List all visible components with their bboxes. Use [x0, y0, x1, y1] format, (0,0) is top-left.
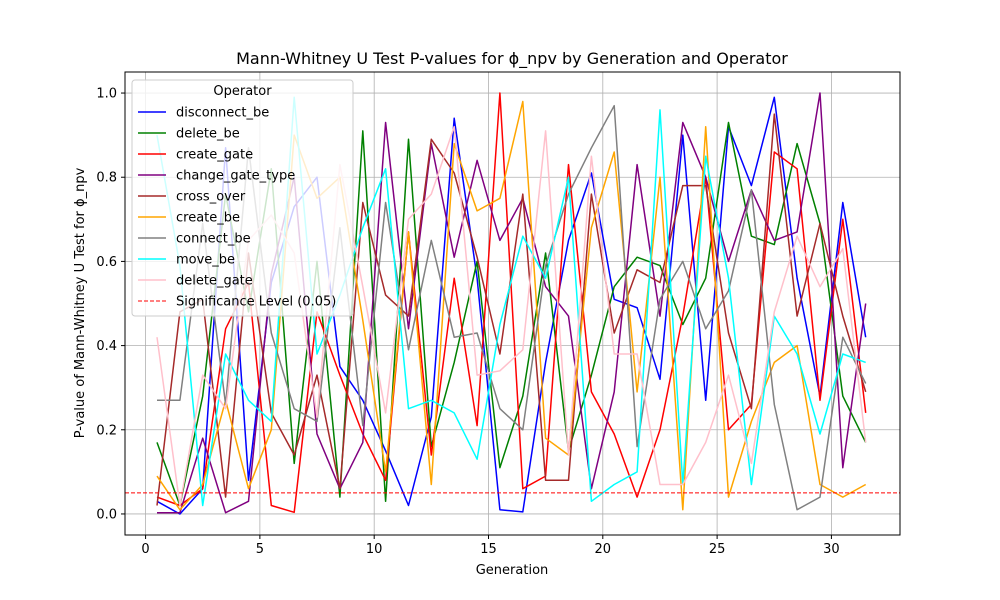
series-line-create-be [156, 100, 867, 511]
x-tick-label: 25 [709, 542, 726, 557]
series-line-connect-be [157, 104, 867, 511]
y-tick-label: 0.0 [96, 507, 117, 522]
y-tick-label: 0.6 [96, 255, 117, 270]
y-tick-label: 0.2 [96, 423, 117, 438]
y-tick-label: 1.0 [96, 87, 117, 102]
legend-label: cross_over [176, 190, 246, 205]
chart-title: Mann-Whitney U Test P-values for ϕ_npv b… [236, 49, 788, 69]
legend-label: change_gate_type [176, 169, 295, 184]
series-line-create-gate [156, 92, 867, 514]
x-tick-label: 10 [366, 542, 383, 557]
legend-label: delete_be [176, 127, 240, 142]
x-tick-label: 0 [141, 542, 149, 557]
legend-box [131, 79, 354, 317]
legend: Operator disconnect_be delete_be create_gat… [131, 79, 354, 317]
legend-label: create_gate [176, 148, 253, 163]
x-tick-label: 30 [823, 542, 840, 557]
legend-label: delete_gate [176, 274, 253, 289]
series-lines [156, 92, 867, 515]
y-axis-ticks: 0.0 0.2 0.4 0.6 0.8 1.0 [96, 87, 125, 522]
series-line-cross-over [156, 113, 867, 506]
legend-label: connect_be [176, 232, 251, 247]
x-axis-label: Generation [476, 563, 549, 578]
y-axis-label: P-value of Mann-Whitney U Test for ϕ_npv [73, 167, 88, 438]
legend-label: move_be [176, 253, 235, 268]
x-tick-label: 5 [256, 542, 264, 557]
y-tick-label: 0.8 [96, 171, 117, 186]
x-tick-label: 20 [595, 542, 612, 557]
y-tick-label: 0.4 [96, 339, 117, 354]
legend-label: Significance Level (0.05) [176, 295, 336, 310]
x-tick-label: 15 [480, 542, 497, 557]
plot-area [124, 71, 901, 536]
x-axis-ticks: 0 5 10 15 20 25 30 [141, 535, 840, 557]
legend-title: Operator [213, 84, 272, 99]
legend-label: create_be [176, 211, 240, 226]
legend-label: disconnect_be [176, 106, 269, 121]
